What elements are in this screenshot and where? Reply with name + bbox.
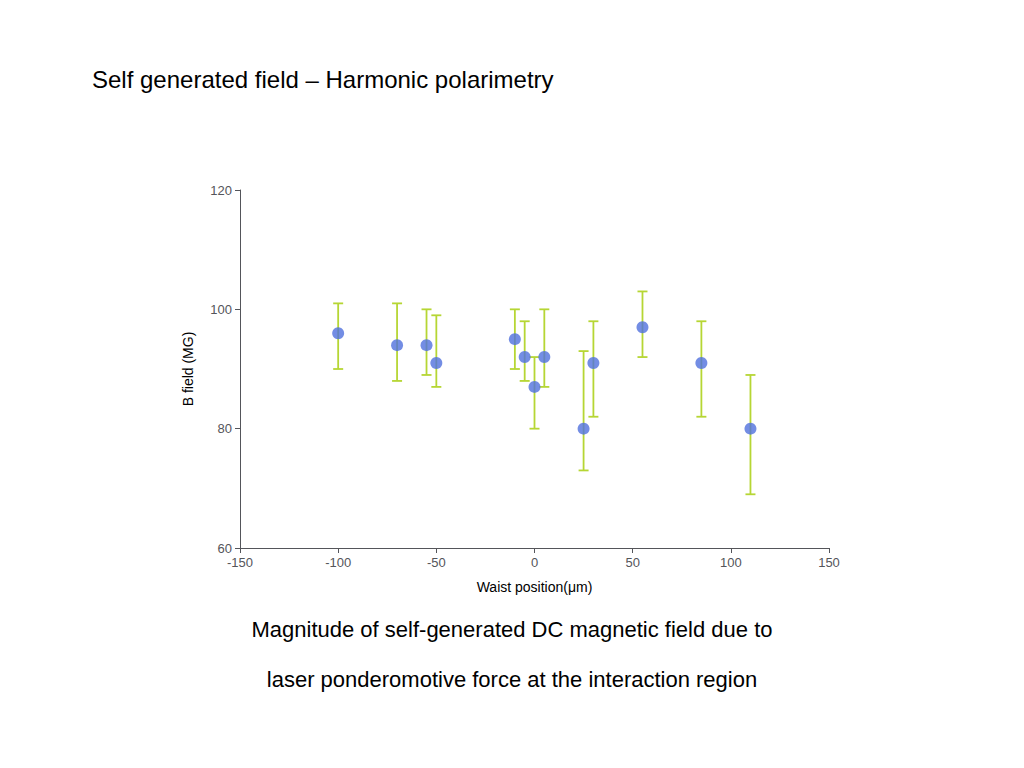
svg-text:50: 50 [625,555,639,570]
svg-text:laser ponderomotive force at t: laser ponderomotive force at the interac… [267,667,757,692]
svg-text:60: 60 [218,541,232,556]
svg-text:150: 150 [818,555,840,570]
svg-text:-150: -150 [227,555,253,570]
svg-text:120: 120 [210,183,232,198]
svg-text:Self generated field – Harmoni: Self generated field – Harmonic polarime… [92,66,554,93]
svg-text:Waist position(μm): Waist position(μm) [477,579,593,595]
svg-text:-100: -100 [325,555,351,570]
svg-text:-50: -50 [427,555,446,570]
svg-text:B field (MG): B field (MG) [180,332,196,407]
svg-text:80: 80 [218,421,232,436]
svg-text:Magnitude of self-generated DC: Magnitude of self-generated DC magnetic … [252,617,773,642]
svg-text:100: 100 [210,302,232,317]
svg-text:0: 0 [531,555,538,570]
svg-text:100: 100 [720,555,742,570]
